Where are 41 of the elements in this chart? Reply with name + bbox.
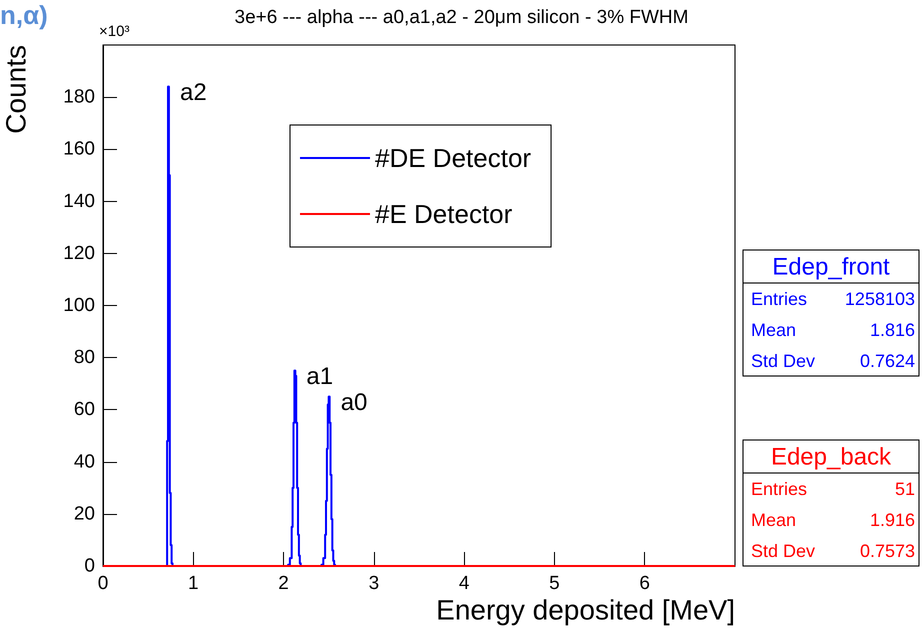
y-tick-label: 160: [63, 138, 95, 160]
text: Std Dev: [751, 541, 816, 561]
x-tick-label: 4: [458, 573, 470, 594]
text: 0.7573: [860, 541, 915, 561]
text: 1.916: [870, 510, 915, 530]
x-tick-label: 6: [639, 573, 650, 594]
y-tick-label: 0: [84, 556, 95, 576]
text: 1258103: [844, 289, 915, 309]
y-tick-label: 100: [63, 295, 95, 316]
y-tick-label: 120: [63, 242, 95, 264]
text: Entries: [751, 289, 808, 309]
text: Edep_back: [770, 444, 892, 470]
y-axis-title: Counts: [0, 45, 32, 134]
text: ×10³: [99, 23, 130, 40]
x-tick-label: 0: [98, 573, 108, 594]
x-tick-label: 5: [549, 573, 560, 594]
text: 0.7624: [860, 351, 915, 371]
y-tick-label: 140: [63, 190, 95, 212]
chart-title: 3e+6 --- alpha --- a0,a1,a2 - 20μm silicon - 3% FWHM: [234, 7, 688, 28]
text: 1.816: [870, 320, 915, 340]
x-tick-label: 3: [368, 573, 380, 594]
annotation: a1: [306, 363, 334, 390]
legend-label: #E Detector: [375, 199, 513, 229]
text: 51: [894, 479, 915, 499]
y-tick-label: 80: [74, 347, 95, 368]
y-tick-label: 20: [74, 503, 95, 524]
y-tick-label: 40: [74, 451, 95, 472]
text: Mean: [751, 510, 796, 530]
x-tick-label: 2: [278, 573, 289, 594]
legend-label: #DE Detector: [375, 143, 532, 173]
y-tick-label: 60: [74, 399, 95, 420]
annotation: a2: [180, 79, 207, 106]
text: Edep_front: [772, 254, 890, 280]
y-tick-label: 180: [63, 86, 95, 108]
x-axis-title: Energy deposited [MeV]: [436, 594, 735, 626]
x-tick-label: 1: [188, 573, 199, 594]
text: Std Dev: [751, 351, 816, 371]
text: n,α): [0, 0, 48, 30]
annotation: a0: [340, 389, 368, 416]
text: Mean: [751, 320, 796, 340]
text: Entries: [751, 479, 808, 499]
